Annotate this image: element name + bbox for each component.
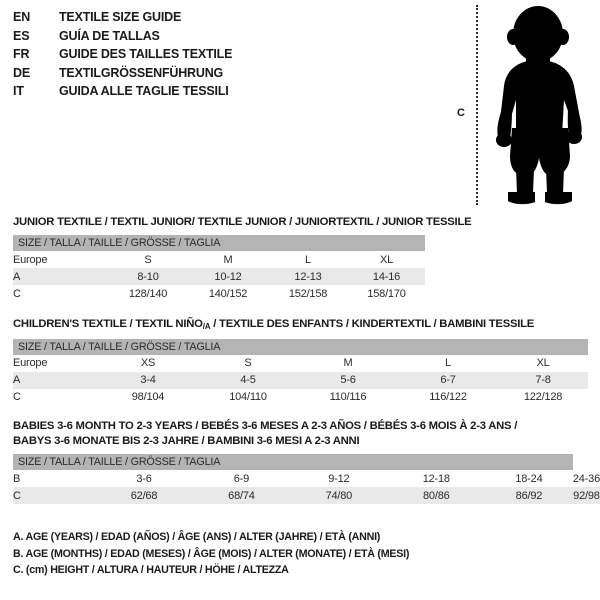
- table-cell: 116/122: [398, 388, 498, 406]
- row-key: A: [13, 268, 108, 285]
- table-cell: 110/116: [298, 388, 398, 406]
- table-cell: 6-7: [398, 371, 498, 389]
- toddler-silhouette-icon: [496, 6, 582, 205]
- table-cell: 68/74: [192, 487, 291, 504]
- table-cell: 7-8: [498, 371, 588, 389]
- section-title-subscript: /A: [202, 321, 211, 331]
- table-cell: 5-6: [298, 371, 398, 389]
- table-band-header: SIZE / TALLA / TAILLE / GRÖSSE / TAGLIA: [13, 454, 600, 470]
- language-title: TEXTILE SIZE GUIDE: [59, 10, 182, 24]
- table-cell: 62/68: [95, 487, 193, 504]
- row-key: Europe: [13, 354, 98, 372]
- section-babies-textile: BABIES 3-6 MONTH TO 2-3 YEARS / BEBÉS 3-…: [13, 419, 600, 504]
- language-title: GUIDA ALLE TAGLIE TESSILI: [59, 84, 229, 98]
- section-title: CHILDREN'S TEXTILE / TEXTIL NIÑO/A / TEX…: [13, 317, 588, 334]
- language-title: GUIDE DES TAILLES TEXTILE: [59, 47, 233, 61]
- table-cell: 9-12: [290, 470, 388, 487]
- table-cell: 18-24: [485, 470, 573, 487]
- figure-illustration: C: [440, 0, 600, 210]
- table-row: Europe S M L XL: [13, 251, 425, 268]
- language-header: EN TEXTILE SIZE GUIDE ES GUÍA DE TALLAS …: [13, 10, 433, 103]
- table-row: C 62/68 68/74 74/80 80/86 86/92 92/98: [13, 487, 600, 504]
- legend-line-a: A. AGE (YEARS) / EDAD (AÑOS) / ÂGE (ANS)…: [13, 531, 381, 543]
- table-cell: 128/140: [108, 285, 188, 302]
- junior-size-table: SIZE / TALLA / TAILLE / GRÖSSE / TAGLIA …: [13, 235, 425, 302]
- table-cell: XL: [498, 354, 588, 372]
- section-title-pre: CHILDREN'S TEXTILE / TEXTIL NIÑO: [13, 318, 203, 330]
- babies-size-table: SIZE / TALLA / TAILLE / GRÖSSE / TAGLIA …: [13, 454, 600, 504]
- table-cell: 6-9: [192, 470, 291, 487]
- section-junior-textile: JUNIOR TEXTILE / TEXTIL JUNIOR/ TEXTILE …: [13, 215, 472, 302]
- table-cell: S: [108, 251, 188, 268]
- table-cell: 12-13: [268, 268, 348, 285]
- children-size-table: SIZE / TALLA / TAILLE / GRÖSSE / TAGLIA …: [13, 338, 588, 406]
- table-cell: 12-18: [387, 470, 486, 487]
- table-cell: 74/80: [290, 487, 388, 504]
- table-band-header: SIZE / TALLA / TAILLE / GRÖSSE / TAGLIA: [13, 338, 588, 355]
- table-cell: 152/158: [268, 285, 348, 302]
- band-label: SIZE / TALLA / TAILLE / GRÖSSE / TAGLIA: [13, 235, 425, 251]
- height-marker-label: C: [457, 107, 465, 119]
- language-row: IT GUIDA ALLE TAGLIE TESSILI: [13, 84, 433, 103]
- legend-line-c: C. (cm) HEIGHT / ALTURA / HAUTEUR / HÖHE…: [13, 564, 289, 576]
- table-cell: 3-6: [95, 470, 193, 487]
- table-cell: 80/86: [387, 487, 486, 504]
- row-key: B: [13, 470, 96, 487]
- language-row: ES GUÍA DE TALLAS: [13, 29, 433, 48]
- band-label: SIZE / TALLA / TAILLE / GRÖSSE / TAGLIA: [13, 454, 573, 470]
- language-title: GUÍA DE TALLAS: [59, 28, 160, 43]
- row-key: Europe: [13, 251, 108, 268]
- table-cell: 158/170: [348, 285, 425, 302]
- section-title-line1: BABIES 3-6 MONTH TO 2-3 YEARS / BEBÉS 3-…: [13, 420, 518, 432]
- section-title-line2: BABYS 3-6 MONATE BIS 2-3 JAHRE / BAMBINI…: [13, 435, 360, 447]
- table-cell: 8-10: [108, 268, 188, 285]
- language-code: ES: [13, 28, 30, 43]
- table-row: C 98/104 104/110 110/116 116/122 122/128: [13, 388, 588, 406]
- table-cell: 98/104: [98, 388, 198, 406]
- table-cell: 24-36: [572, 470, 600, 487]
- table-cell: 92/98: [572, 487, 600, 504]
- table-row: A 8-10 10-12 12-13 14-16: [13, 268, 425, 285]
- height-measure-line-icon: [476, 5, 478, 205]
- legend-block: A. AGE (YEARS) / EDAD (AÑOS) / ÂGE (ANS)…: [13, 529, 588, 579]
- table-cell: 4-5: [198, 371, 298, 389]
- language-row: DE TEXTILGRÖSSENFÜHRUNG: [13, 66, 433, 85]
- row-key: C: [13, 487, 96, 504]
- table-cell: 104/110: [198, 388, 298, 406]
- row-key: A: [13, 371, 98, 389]
- legend-line-b: B. AGE (MONTHS) / EDAD (MESES) / ÂGE (MO…: [13, 547, 410, 560]
- language-code: IT: [13, 84, 24, 98]
- table-cell: 140/152: [188, 285, 268, 302]
- table-cell: S: [198, 354, 298, 372]
- table-cell: M: [298, 354, 398, 372]
- section-title: JUNIOR TEXTILE / TEXTIL JUNIOR/ TEXTILE …: [13, 216, 472, 228]
- table-row: A 3-4 4-5 5-6 6-7 7-8: [13, 371, 588, 389]
- language-row: EN TEXTILE SIZE GUIDE: [13, 10, 433, 29]
- table-cell: M: [188, 251, 268, 268]
- table-row: B 3-6 6-9 9-12 12-18 18-24 24-36: [13, 470, 600, 487]
- row-key: C: [13, 388, 98, 406]
- table-cell: XS: [98, 354, 198, 372]
- table-row: Europe XS S M L XL: [13, 354, 588, 372]
- table-cell: L: [268, 251, 348, 268]
- row-key: C: [13, 285, 108, 302]
- language-code: DE: [13, 65, 31, 80]
- table-cell: 14-16: [348, 268, 425, 285]
- table-cell: 10-12: [188, 268, 268, 285]
- table-cell: 3-4: [98, 371, 198, 389]
- table-cell: XL: [348, 251, 425, 268]
- table-band-header: SIZE / TALLA / TAILLE / GRÖSSE / TAGLIA: [13, 235, 425, 251]
- table-cell: 122/128: [498, 388, 588, 406]
- table-row: C 128/140 140/152 152/158 158/170: [13, 285, 425, 302]
- section-title-post: / TEXTILE DES ENFANTS / KINDERTEXTIL / B…: [210, 318, 535, 330]
- section-childrens-textile: CHILDREN'S TEXTILE / TEXTIL NIÑO/A / TEX…: [13, 317, 588, 406]
- language-code: EN: [13, 10, 31, 24]
- table-cell: L: [398, 354, 498, 372]
- language-code: FR: [13, 47, 30, 61]
- language-title: TEXTILGRÖSSENFÜHRUNG: [59, 65, 224, 80]
- language-row: FR GUIDE DES TAILLES TEXTILE: [13, 47, 433, 66]
- table-cell: 86/92: [485, 487, 573, 504]
- band-label: SIZE / TALLA / TAILLE / GRÖSSE / TAGLIA: [13, 338, 588, 355]
